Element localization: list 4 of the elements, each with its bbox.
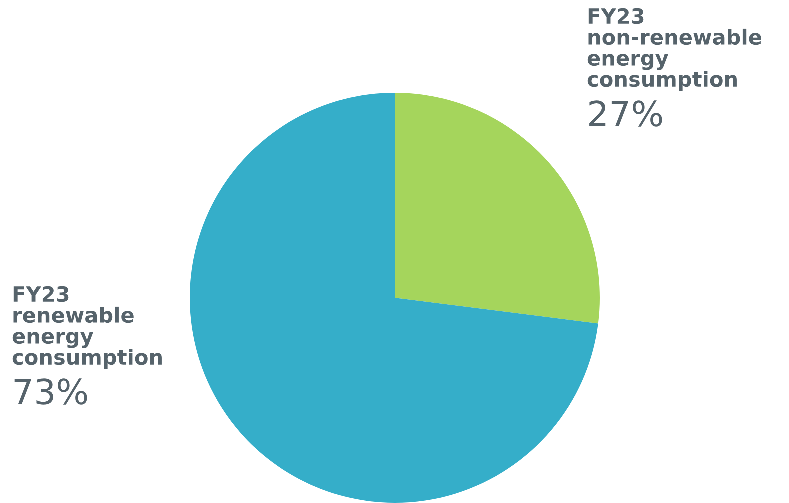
slice-label: FY23 renewable energy consumption — [12, 286, 162, 370]
slice-label: FY23 non-renewable energy consumption — [588, 8, 762, 92]
data-label: 27% — [590, 100, 662, 127]
data-label: 73% — [14, 378, 88, 405]
